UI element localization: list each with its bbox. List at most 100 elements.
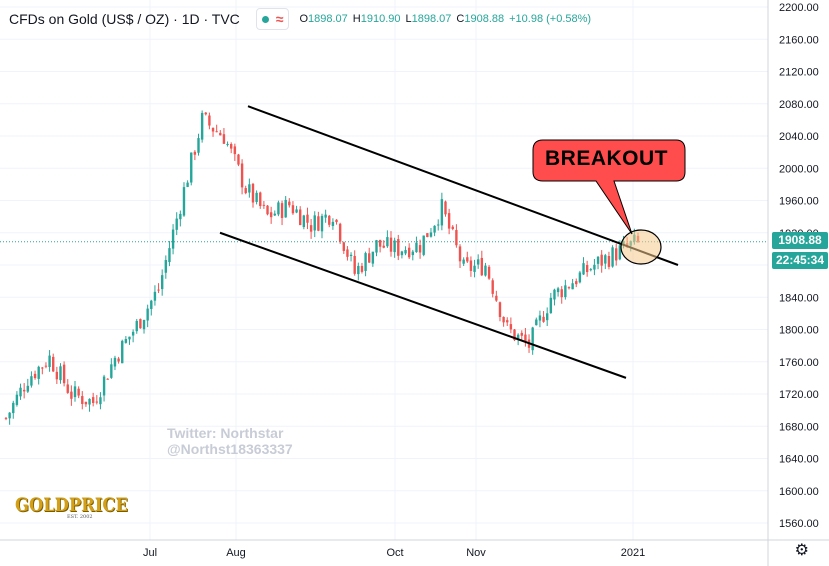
candle-body [386, 237, 389, 247]
y-tick-label: 2080.00 [779, 99, 819, 111]
candle-body [378, 239, 382, 247]
last-price-tag: 1908.88 [772, 232, 828, 249]
goldprice-logo: GOLDPRICE EST. 2002 [15, 494, 146, 520]
candle-body [498, 302, 502, 318]
candle-body [415, 242, 418, 253]
candle-body [484, 265, 487, 276]
y-tick-label: 1720.00 [779, 389, 819, 401]
candle-body [506, 320, 509, 323]
y-tick-label: 1960.00 [779, 196, 819, 208]
wave-icon: ≈ [275, 11, 284, 27]
candle-body [458, 246, 462, 262]
candle-body [113, 357, 117, 367]
candle-body [59, 366, 62, 381]
grid-lines [0, 0, 768, 540]
y-tick-label: 1840.00 [779, 292, 819, 304]
candle-body [571, 283, 574, 290]
candle-body [81, 396, 84, 405]
candle-body [382, 245, 385, 248]
candle-body [400, 251, 404, 256]
candle-body [444, 201, 447, 215]
candle-body [299, 209, 302, 226]
candle-body [604, 255, 607, 264]
candle-body [128, 336, 131, 340]
candle-body [437, 224, 440, 226]
candle-body [389, 237, 393, 252]
candle-body [95, 401, 99, 403]
candle-body [538, 315, 542, 321]
trend-lines [219, 105, 686, 379]
candle-body [404, 250, 407, 254]
low-value: 1898.07 [411, 13, 452, 25]
candle-body [357, 265, 360, 275]
candle-body [262, 204, 266, 206]
status-pill[interactable]: ≈ [255, 8, 290, 30]
x-tick-label: Jul [143, 547, 157, 559]
symbol-title[interactable]: CFDs on Gold (US$ / OZ) · 1D · TVC [9, 11, 240, 27]
candle-body [251, 183, 255, 203]
candle-body [41, 367, 44, 369]
candle-body [549, 297, 553, 314]
y-tick-label: 1640.00 [779, 454, 819, 466]
candle-body [215, 131, 218, 133]
candle-body [22, 389, 26, 392]
candle-body [313, 215, 316, 231]
y-tick-label: 1760.00 [779, 357, 819, 369]
candle-body [364, 253, 367, 271]
candle-body [309, 225, 313, 232]
candle-body [502, 316, 505, 323]
symbol-legend: CFDs on Gold (US$ / OZ) · 1D · TVC ≈ O18… [9, 8, 591, 30]
candle-body [88, 398, 91, 405]
x-tick-label: Aug [226, 547, 246, 559]
candle-body [48, 355, 51, 368]
candle-body [37, 366, 40, 379]
channel-lower-line [219, 231, 627, 379]
candle-body [124, 338, 128, 343]
candle-body [353, 255, 356, 274]
candle-body [175, 218, 178, 230]
candle-body [273, 213, 276, 216]
candle-body [397, 239, 400, 256]
candle-body [556, 288, 560, 293]
candle-body [371, 251, 375, 264]
candle-body [66, 384, 69, 393]
candle-body [375, 240, 378, 253]
candle-body [55, 371, 59, 380]
candle-body [411, 251, 415, 256]
breakout-callout-shape [532, 139, 686, 235]
candle-body [179, 213, 182, 220]
candle-body [545, 313, 549, 321]
candle-body [44, 365, 48, 367]
price-axis[interactable]: 1560.00 1600.00 1640.00 1680.00 1720.00 1760.… [767, 0, 819, 566]
candle-body [255, 192, 258, 202]
candle-body [324, 214, 327, 218]
y-tick-label: 2160.00 [779, 34, 819, 46]
candle-body [240, 163, 244, 188]
high-value: 1910.90 [360, 13, 401, 25]
candle-body [186, 182, 189, 187]
candle-body [142, 319, 146, 330]
candle-body [190, 152, 193, 183]
candle-body [284, 199, 287, 218]
candle-body [553, 289, 556, 300]
candle-body [476, 259, 480, 265]
candle-body [495, 295, 498, 301]
candle-body [237, 154, 240, 165]
candle-body [462, 259, 465, 264]
candle-body [331, 221, 335, 226]
candle-body [328, 215, 331, 225]
ohlc-values: O1898.07 H1910.90 L1898.07 C1908.88 +10.98 (… [299, 13, 592, 25]
candle-body [84, 401, 88, 405]
y-tick-label: 1680.00 [779, 421, 819, 433]
candle-body [233, 146, 237, 155]
candle-body [99, 397, 102, 405]
candle-body [480, 257, 484, 276]
candle-body [33, 373, 37, 379]
candle-body [117, 358, 120, 362]
candle-body [70, 391, 73, 399]
time-axis[interactable]: Jul Aug Oct Nov 2021 [0, 539, 829, 559]
watermark-line-1: Twitter: Northstar [167, 425, 284, 441]
gear-icon[interactable]: ⚙ [794, 542, 809, 559]
candle-body [277, 202, 280, 215]
